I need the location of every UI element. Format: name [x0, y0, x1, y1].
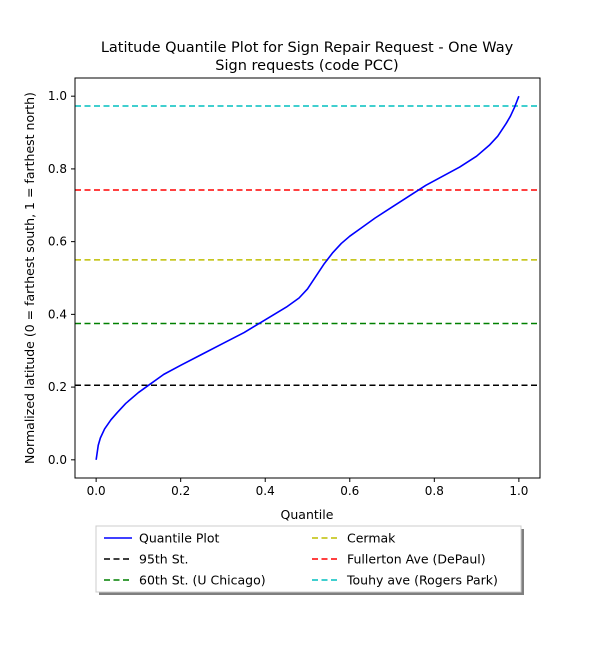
- legend-box: [95, 525, 522, 593]
- y-tick-label: 0.2: [48, 380, 67, 394]
- y-axis-label: Normalized latitude (0 = farthest south,…: [22, 92, 37, 464]
- y-tick-label: 0.4: [48, 307, 67, 321]
- legend-label: 60th St. (U Chicago): [139, 573, 266, 588]
- x-axis-label: Quantile: [281, 507, 334, 522]
- plot-frame: [74, 77, 541, 479]
- legend-items: Quantile Plot 95th St. 60th St. (U Chicago…: [104, 531, 498, 588]
- legend-label: Fullerton Ave (DePaul): [347, 552, 486, 567]
- x-tick-label: 0.8: [425, 484, 444, 498]
- legend: Quantile Plot 95th St. 60th St. (U Chicago…: [95, 525, 524, 595]
- x-tick-label: 1.0: [509, 484, 528, 498]
- chart-title-line-1: Latitude Quantile Plot for Sign Repair R…: [101, 40, 514, 56]
- y-tick-label: 0.0: [48, 453, 67, 467]
- x-tick-label: 0.2: [171, 484, 190, 498]
- x-tick-label: 0.4: [256, 484, 275, 498]
- y-tick-label: 0.8: [48, 162, 67, 176]
- legend-label: Quantile Plot: [139, 531, 220, 546]
- chart-title-line-2: Sign requests (code PCC): [215, 58, 398, 74]
- legend-label: 95th St.: [139, 552, 189, 567]
- y-tick-label: 1.0: [48, 89, 67, 103]
- y-axis-ticks: 0.0 0.2 0.4 0.6 0.8 1.0: [48, 89, 75, 467]
- legend-label: Touhy ave (Rogers Park): [346, 573, 498, 588]
- y-tick-label: 0.6: [48, 235, 67, 249]
- x-tick-label: 0.0: [87, 484, 106, 498]
- legend-label: Cermak: [347, 531, 396, 546]
- x-axis-ticks: 0.0 0.2 0.4 0.6 0.8 1.0: [87, 478, 528, 498]
- reference-lines: [75, 105, 540, 387]
- series-layer: [95, 95, 520, 460]
- x-tick-label: 0.6: [340, 484, 359, 498]
- quantile-series-line: [95, 95, 520, 460]
